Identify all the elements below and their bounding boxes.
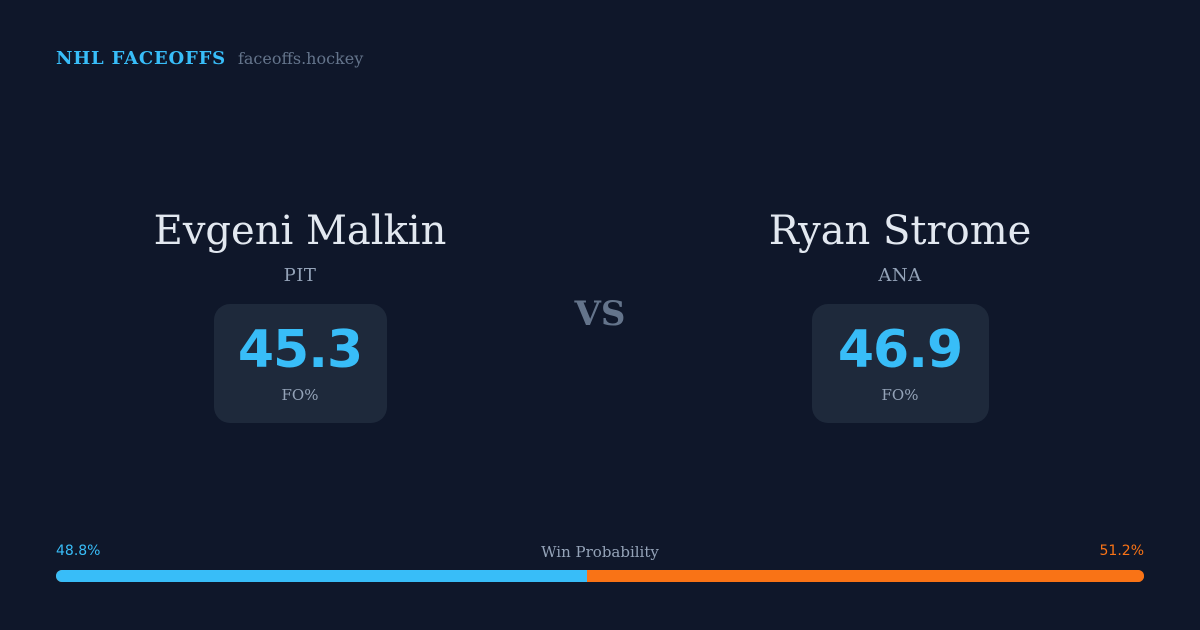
player-name: Evgeni Malkin — [153, 208, 447, 254]
player-name: Ryan Strome — [768, 208, 1032, 254]
versus-label: VS — [574, 294, 626, 334]
faceoff-stat-label: FO% — [881, 386, 919, 404]
team-abbrev: PIT — [283, 265, 317, 286]
win-probability-bar-right — [586, 570, 1144, 582]
faceoff-stat-box: 45.3 FO% — [213, 304, 387, 423]
win-probability-bar — [56, 570, 1144, 582]
player-card-right: Ryan Strome ANA 46.9 FO% — [650, 205, 1150, 423]
win-probability-labels: 48.8% Win Probability 51.2% — [56, 543, 1144, 563]
faceoff-percentage: 46.9 — [837, 320, 963, 380]
win-probability-title: Win Probability — [541, 543, 659, 561]
brand-site: faceoffs.hockey — [237, 49, 364, 68]
brand-header: NHL FACEOFFS faceoffs.hockey — [56, 48, 363, 69]
faceoff-stat-box: 46.9 FO% — [811, 304, 989, 423]
faceoff-percentage: 45.3 — [237, 320, 363, 380]
faceoff-stat-label: FO% — [281, 386, 319, 404]
brand-title: NHL FACEOFFS — [56, 48, 226, 69]
team-abbrev: ANA — [878, 265, 922, 286]
player-card-left: Evgeni Malkin PIT 45.3 FO% — [50, 205, 550, 423]
win-probability-right: 51.2% — [1099, 543, 1144, 559]
win-probability-bar-left — [56, 570, 587, 582]
win-probability-left: 48.8% — [56, 543, 101, 559]
